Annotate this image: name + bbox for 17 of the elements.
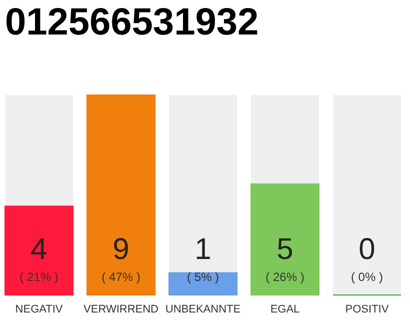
x-tick-label: NEGATIV <box>15 304 64 316</box>
data-label: 1 <box>194 233 212 266</box>
data-label: 4 <box>30 233 48 266</box>
annotation: ( 5% ) <box>186 270 220 284</box>
x-tick-label: UNBEKANNTE <box>165 304 241 316</box>
annotation: ( 21% ) <box>20 270 58 284</box>
x-tick-label: VERWIRREND <box>84 304 159 316</box>
data-label: 9 <box>112 233 130 266</box>
bar <box>168 272 238 296</box>
annotation: ( 47% ) <box>102 270 140 284</box>
chart-title: 012566531932 <box>5 2 259 44</box>
x-tick-label: POSITIV <box>345 304 390 316</box>
data-label: 0 <box>358 233 376 266</box>
annotation: ( 26% ) <box>266 270 304 284</box>
x-tick-label: EGAL <box>270 304 300 316</box>
annotation: ( 0% ) <box>350 270 383 284</box>
data-label: 5 <box>276 233 294 266</box>
